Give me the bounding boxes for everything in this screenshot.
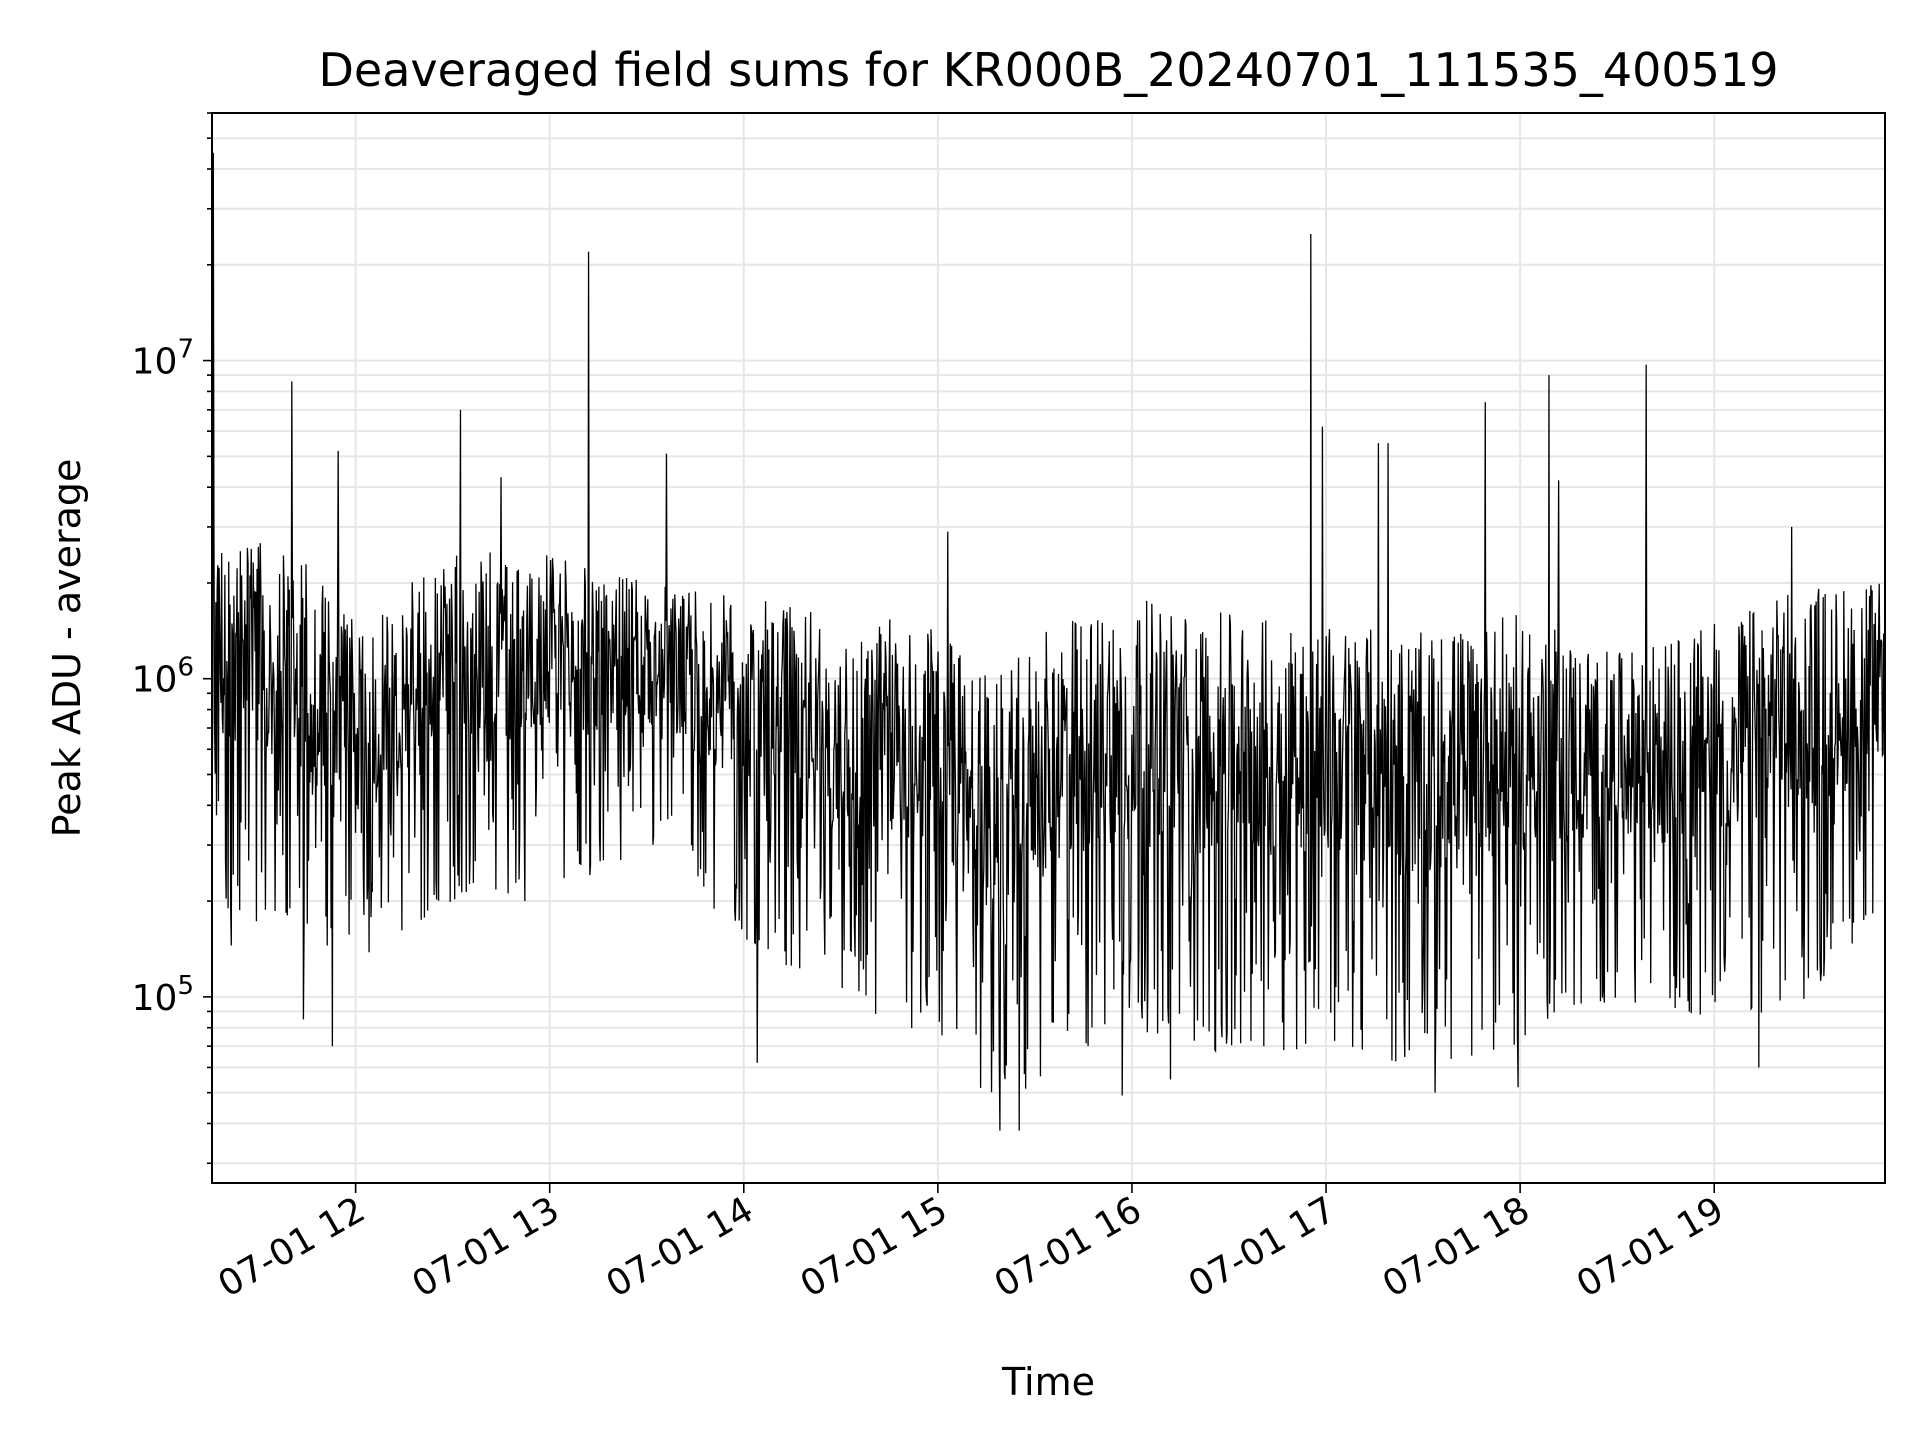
series-line (211, 152, 1886, 1131)
x-axis-title: Time (1001, 1360, 1095, 1404)
chart-title: Deaveraged field sums for KR000B_2024070… (319, 43, 1779, 97)
y-tick-label: 107 (132, 335, 194, 383)
y-tick-label: 106 (132, 653, 194, 701)
y-axis: 105 106 107 (132, 112, 212, 1165)
y-tick-label: 105 (132, 971, 194, 1019)
plot-frame (211, 112, 1886, 1184)
y-axis-title: Peak ADU - average (45, 459, 89, 838)
